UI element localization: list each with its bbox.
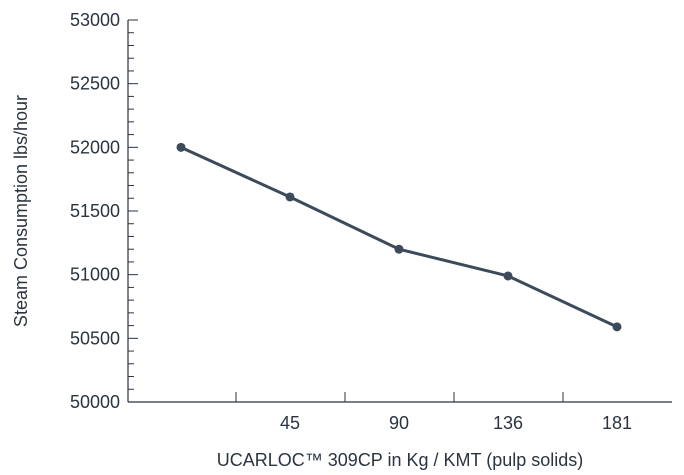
y-tick-label: 53000 xyxy=(70,10,120,30)
x-tick-label: 136 xyxy=(493,413,523,433)
y-axis-ticks: 50000 50500 51000 51500 52000 52500 53000 xyxy=(70,10,138,412)
series-line xyxy=(180,145,618,329)
y-tick-label: 52000 xyxy=(70,137,120,157)
data-point xyxy=(612,322,622,332)
y-axis-title: Steam Consumption lbs/hour xyxy=(11,95,31,327)
y-tick-label: 50000 xyxy=(70,392,120,412)
x-tick-label: 90 xyxy=(389,413,409,433)
y-tick-label: 51500 xyxy=(70,201,120,221)
x-tick-label: 45 xyxy=(280,413,300,433)
x-axis-ticks: 45 90 136 181 xyxy=(235,392,632,433)
data-point xyxy=(394,244,404,254)
data-point xyxy=(285,192,295,202)
x-tick-label: 181 xyxy=(602,413,632,433)
x-axis-title: UCARLOC™ 309CP in Kg / KMT (pulp solids) xyxy=(217,450,583,470)
y-tick-label: 50500 xyxy=(70,328,120,348)
data-points xyxy=(176,142,622,332)
y-tick-label: 52500 xyxy=(70,74,120,94)
data-point xyxy=(503,271,513,281)
y-tick-label: 51000 xyxy=(70,265,120,285)
data-point xyxy=(176,142,186,152)
